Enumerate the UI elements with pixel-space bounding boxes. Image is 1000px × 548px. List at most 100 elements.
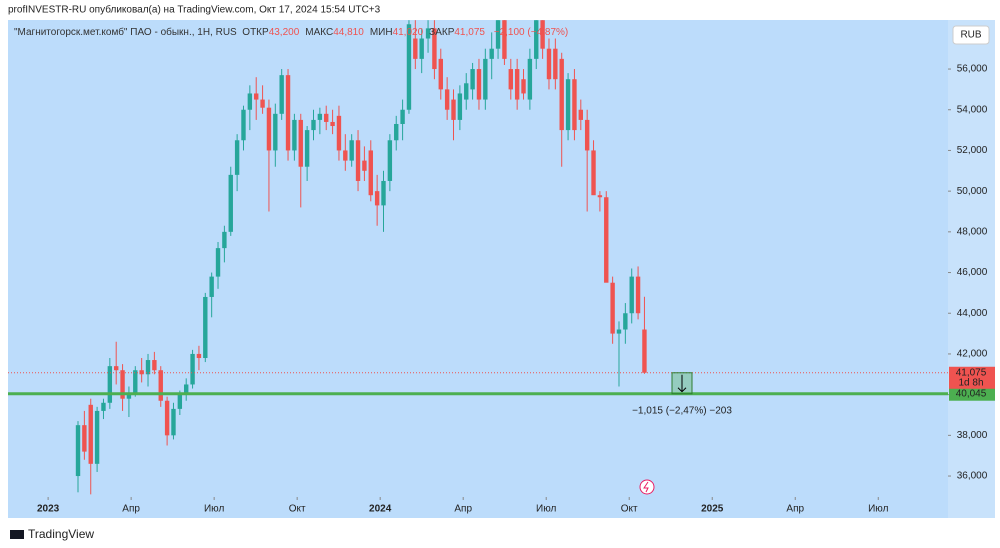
x-tick-label: Апр <box>786 504 804 515</box>
header: profINVESTR-RU опубликовал(а) на Trading… <box>8 4 381 16</box>
candle-body <box>425 28 431 39</box>
candle-body <box>324 113 329 122</box>
candle-body <box>203 296 208 359</box>
candle-body <box>107 366 113 403</box>
candle-body <box>215 248 221 277</box>
x-tick-label: Окт <box>621 504 638 515</box>
event-icon-bolt <box>643 481 649 493</box>
y-tick-label: 38,000 <box>957 430 988 441</box>
event-icon <box>639 479 655 495</box>
candle-body <box>311 119 316 131</box>
candle-body <box>444 89 450 110</box>
candle-body <box>489 48 494 59</box>
candle-body <box>209 276 214 297</box>
candle-body <box>158 370 163 401</box>
legend-label: МАКС <box>305 27 334 38</box>
y-tick-label: 56,000 <box>957 64 988 75</box>
y-tick-label: 52,000 <box>957 145 988 156</box>
legend-label: ЗАКР <box>429 27 455 38</box>
legend-label: МИН <box>369 27 393 38</box>
candle-body <box>317 113 323 120</box>
candle-body <box>413 38 418 59</box>
candle-body <box>260 99 265 108</box>
measure-arrow <box>677 374 687 393</box>
currency: RUB <box>960 30 981 41</box>
y-tick-label: 46,000 <box>957 267 988 278</box>
candle-body <box>406 24 412 110</box>
candle-body <box>101 402 106 411</box>
candle-body <box>177 394 183 409</box>
candle-body <box>572 79 577 131</box>
x-tick-label: Окт <box>289 504 306 515</box>
candle-body <box>381 180 386 206</box>
legend: "Магнитогорск.мет.комб" ПАО - обыкн., 1Н… <box>14 27 574 38</box>
last-price-bg <box>949 366 995 389</box>
candle-body <box>139 370 144 375</box>
x-tick-label: 2023 <box>37 504 60 515</box>
footer: TradingView <box>28 527 94 541</box>
candle-body <box>400 109 405 124</box>
candle-body <box>164 400 170 436</box>
level-label-bg <box>949 386 995 401</box>
candle-body <box>584 119 590 151</box>
y-tick-label: 54,000 <box>957 104 988 115</box>
candle-body <box>540 20 545 49</box>
chart-area <box>8 20 995 518</box>
countdown: 1d 8h <box>958 377 983 388</box>
candle-body <box>190 353 195 385</box>
candle-body <box>635 276 641 314</box>
candle-body <box>419 38 424 59</box>
last-price-label: 41,075 <box>956 367 987 378</box>
candle-body <box>553 48 558 80</box>
candle-body <box>273 113 278 151</box>
candle-body <box>298 119 303 167</box>
candle-body <box>228 174 233 232</box>
candle-body <box>94 410 100 464</box>
candle-body <box>604 197 609 283</box>
candle-body <box>234 140 240 175</box>
candle-body <box>559 58 564 131</box>
candle-body <box>292 119 297 151</box>
candle-body <box>546 48 552 80</box>
candle-body <box>451 99 456 120</box>
candle-body <box>483 58 488 100</box>
candle-body <box>133 370 138 393</box>
x-tick-label: 2025 <box>701 504 724 515</box>
x-tick-label: Апр <box>122 504 140 515</box>
candle-body <box>502 20 507 59</box>
candle-body <box>438 58 443 90</box>
x-tick-label: Июл <box>204 504 224 515</box>
candle-body <box>113 366 119 371</box>
candle-body <box>196 353 202 359</box>
candle-body <box>266 107 272 151</box>
candle-body <box>126 392 132 399</box>
candle-body <box>343 150 348 161</box>
candle-body <box>495 20 501 49</box>
candle-body <box>75 425 81 477</box>
candle-body <box>241 109 246 141</box>
legend-value: 43,200 <box>268 27 300 38</box>
candle-body <box>476 69 482 100</box>
candle-body <box>374 191 380 206</box>
y-tick-label: 48,000 <box>957 226 988 237</box>
candle-body <box>470 69 475 90</box>
candle-body <box>82 425 87 452</box>
legend-value: 44,810 <box>333 27 364 38</box>
candle-body <box>521 79 526 94</box>
candle-body <box>578 109 583 120</box>
x-tick-label: Апр <box>454 504 472 515</box>
candle-body <box>368 150 373 196</box>
candle-body <box>457 93 463 120</box>
candle-body <box>247 93 253 110</box>
candle-body <box>534 20 539 59</box>
x-tick-label: Июл <box>868 504 888 515</box>
candle-body <box>285 75 291 151</box>
y-tick-label: 50,000 <box>957 186 988 197</box>
candle-body <box>330 121 335 127</box>
candle-body <box>642 329 647 373</box>
candle-body <box>432 28 437 70</box>
level-label: 40,045 <box>956 388 987 399</box>
candle-body <box>254 93 259 100</box>
x-tick-label: 2024 <box>369 504 392 515</box>
candle-body <box>565 79 571 131</box>
